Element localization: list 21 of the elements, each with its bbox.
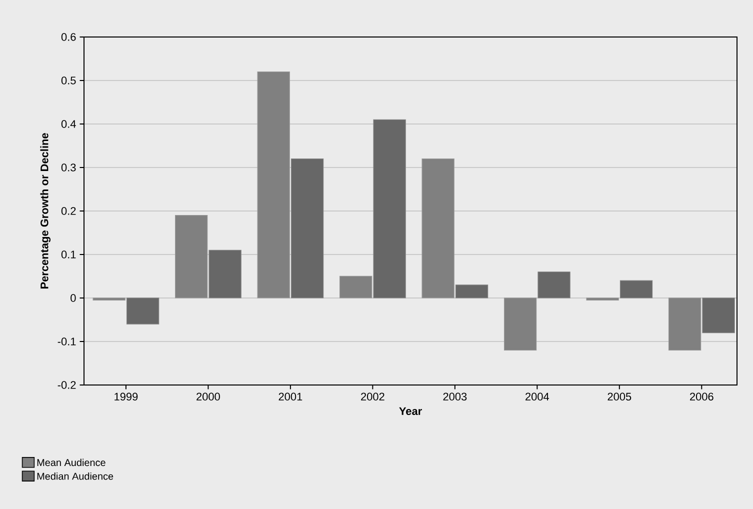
x-tick-label: 2003 [443, 392, 467, 401]
y-tick-label: 0.4 [61, 120, 76, 128]
legend-label: Median Audience [37, 472, 114, 480]
y-tick-label: 0.1 [61, 250, 76, 258]
y-tick-label: 0 [70, 294, 76, 302]
x-axis-title: Year [399, 407, 422, 416]
y-tick-label: -0.1 [58, 338, 76, 346]
y-tick-label: -0.2 [58, 381, 76, 389]
y-axis-title: Percentage Growth or Decline [40, 133, 51, 289]
x-tick-label: 2005 [608, 392, 632, 401]
y-tick-label: 0.2 [61, 207, 76, 215]
x-tick-label: 2002 [361, 392, 384, 401]
legend-label: Mean Audience [37, 458, 106, 466]
x-tick-label: 2006 [690, 392, 714, 401]
y-tick-label: 0.3 [61, 164, 76, 172]
y-tick-label: 0.6 [61, 33, 76, 41]
x-tick-label: 2004 [526, 392, 550, 401]
x-tick-label: 1999 [114, 392, 138, 401]
x-tick-label: 2001 [278, 392, 302, 401]
x-tick-label: 2000 [196, 392, 220, 401]
y-tick-label: 0.5 [61, 76, 76, 84]
